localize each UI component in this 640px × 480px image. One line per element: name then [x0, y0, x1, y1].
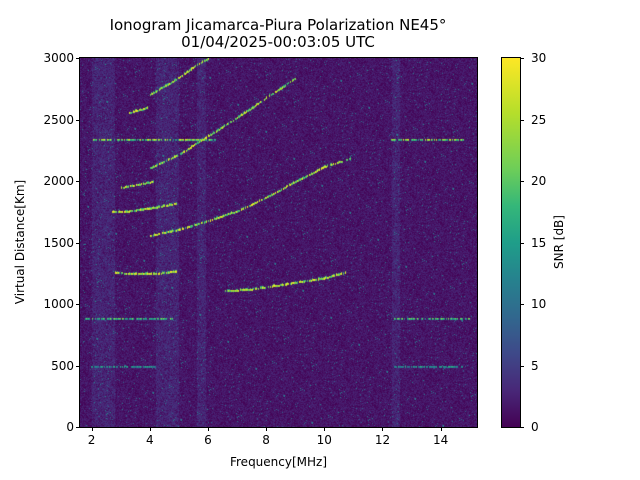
y-tick-label: 1500 — [43, 235, 74, 250]
x-tick-label: 14 — [433, 433, 449, 447]
x-tick-label: 4 — [145, 433, 154, 447]
y-tick-mark — [76, 304, 80, 305]
x-tick-mark — [266, 427, 268, 431]
y-tick-mark — [76, 242, 80, 244]
colorbar-tick-mark — [520, 427, 524, 428]
colorbar-tick-mark — [520, 304, 524, 305]
chart-title: Ionogram Jicamarca-Piura Polarization NE… — [0, 17, 556, 51]
y-tick-label: 3000 — [43, 51, 74, 65]
y-tick-mark — [76, 365, 80, 367]
x-tick-mark — [440, 427, 442, 431]
colorbar-tick-mark — [520, 119, 524, 121]
colorbar-tick-mark — [520, 365, 524, 367]
x-tick-mark — [207, 427, 209, 431]
colorbar-tick-label: 10 — [531, 297, 547, 311]
colorbar-tick-mark — [520, 181, 524, 182]
x-tick-mark — [382, 427, 384, 431]
colorbar-tick-label: 5 — [531, 358, 539, 373]
y-tick-mark — [76, 58, 80, 59]
y-tick-label: 0 — [66, 420, 74, 434]
colorbar-tick-label: 25 — [531, 112, 547, 127]
colorbar — [501, 57, 521, 428]
x-tick-label: 12 — [374, 433, 391, 447]
x-tick-mark — [91, 427, 93, 431]
x-tick-mark — [324, 427, 326, 431]
colorbar-tick-label: 15 — [531, 235, 547, 250]
colorbar-label: SNR [dB] — [552, 215, 566, 269]
y-tick-label: 2000 — [43, 174, 74, 188]
y-tick-mark — [76, 181, 80, 182]
x-tick-label: 2 — [87, 433, 96, 447]
x-tick-label: 8 — [262, 433, 270, 447]
y-tick-label: 500 — [51, 358, 74, 373]
ionogram-heatmap — [79, 57, 478, 428]
x-tick-mark — [149, 427, 151, 431]
x-axis-label: Frequency[MHz] — [229, 455, 328, 469]
y-tick-mark — [76, 119, 80, 121]
title-line-1: Ionogram Jicamarca-Piura Polarization NE… — [109, 16, 447, 34]
colorbar-tick-label: 20 — [531, 174, 547, 188]
title-line-2: 01/04/2025-00:03:05 UTC — [181, 33, 375, 51]
colorbar-tick-label: 30 — [531, 51, 547, 65]
colorbar-tick-mark — [520, 58, 524, 59]
y-tick-label: 1000 — [43, 297, 74, 311]
y-tick-mark — [76, 427, 80, 428]
x-tick-label: 10 — [316, 433, 332, 447]
colorbar-tick-label: 0 — [531, 420, 539, 434]
y-tick-label: 2500 — [43, 112, 74, 127]
x-tick-label: 6 — [204, 433, 212, 447]
colorbar-tick-mark — [520, 242, 524, 244]
y-axis-label: Virtual Distance[Km] — [13, 179, 27, 305]
